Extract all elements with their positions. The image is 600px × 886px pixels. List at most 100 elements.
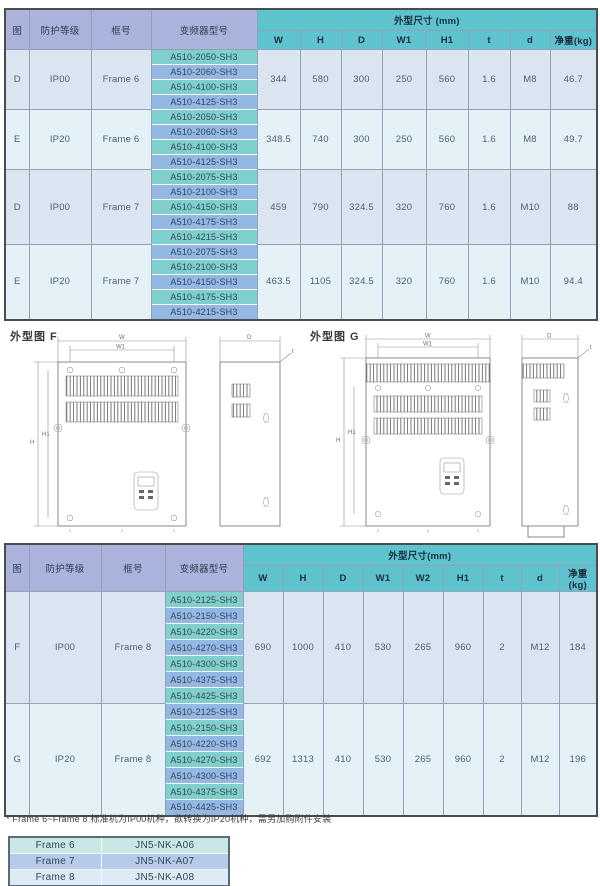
model-cell: A510-4215-SH3 (150, 304, 258, 320)
header-fig: 图 (4, 543, 30, 592)
header-dim-5: t (467, 30, 511, 50)
accessory-part-cell: JN5-NK-A07 (100, 853, 230, 870)
header-dim-6: d (509, 30, 551, 50)
dim-value-cell-5: 960 (442, 591, 484, 704)
model-cell: A510-4125-SH3 (150, 94, 258, 110)
header-dim-1: H (282, 565, 324, 592)
model-cell: A510-4270-SH3 (164, 639, 244, 656)
protection-cell: IP20 (28, 109, 92, 170)
dim-value-cell-6: M8 (509, 109, 551, 170)
figure-cell: D (4, 169, 30, 245)
table-row: E IP20 Frame 6 A510-2050-SH3 348.5 740 300 250 5… (4, 109, 598, 170)
model-cell: A510-2100-SH3 (150, 259, 258, 275)
accessory-row: Frame 6 JN5-NK-A06 (8, 836, 230, 854)
model-cell: A510-4300-SH3 (164, 767, 244, 784)
header-model: 变频器型号 (150, 8, 258, 50)
dim-value-cell-1: 1313 (282, 703, 324, 816)
accessory-row: Frame 8 JN5-NK-A08 (8, 869, 230, 886)
frame-cell: Frame 6 (90, 109, 152, 170)
dim-value-cell-6: M8 (509, 49, 551, 110)
dim-value-cell-8: 196 (558, 703, 598, 816)
dim-value-cell-4: 265 (402, 591, 444, 704)
header-dim-3: W1 (381, 30, 427, 50)
header-model: 变频器型号 (164, 543, 244, 592)
model-cell: A510-2100-SH3 (150, 184, 258, 200)
outline-drawing-g: 外型图 G W W1 (304, 320, 600, 538)
drawing-g-keypad (439, 457, 465, 495)
model-cell: A510-4215-SH3 (150, 229, 258, 245)
dim-value-cell-3: 530 (362, 591, 404, 704)
figure-cell: D (4, 49, 30, 110)
protection-cell: IP00 (28, 591, 102, 704)
dim-value-cell-4: 560 (425, 109, 469, 170)
dim-value-cell-0: 348.5 (256, 109, 301, 170)
model-cell: A510-2150-SH3 (164, 607, 244, 624)
dim-value-cell-1: 740 (299, 109, 342, 170)
dim-value-cell-2: 410 (322, 703, 364, 816)
dim-value-cell-2: 324.5 (340, 244, 383, 320)
dim-value-cell-3: 250 (381, 49, 427, 110)
header-dim-2: D (340, 30, 383, 50)
header-frame: 框号 (90, 8, 152, 50)
protection-cell: IP00 (28, 169, 92, 245)
model-cell: A510-4125-SH3 (150, 154, 258, 170)
table-row: F IP00 Frame 8 A510-2125-SH3 690 1000 410 530 26… (4, 591, 598, 704)
model-cell: A510-2125-SH3 (164, 591, 244, 608)
dim-value-cell-8: 184 (558, 591, 598, 704)
header-dim-5: H1 (442, 565, 484, 592)
drawing-f-side-view: D t (219, 335, 294, 527)
dim-value-cell-3: 320 (381, 169, 427, 245)
model-cell: A510-2125-SH3 (164, 703, 244, 720)
header-frame: 框号 (100, 543, 166, 592)
svg-text:t: t (292, 349, 294, 355)
dim-value-cell-6: M10 (509, 244, 551, 320)
model-cell: A510-4150-SH3 (150, 274, 258, 290)
dim-value-cell-2: 300 (340, 109, 383, 170)
header-dim-0: W (256, 30, 301, 50)
model-cell: A510-4375-SH3 (164, 783, 244, 800)
header-dimensions-title: 外型尺寸 (mm) (256, 8, 598, 31)
svg-text:D: D (247, 335, 252, 341)
model-cell: A510-2050-SH3 (150, 49, 258, 65)
dim-value-cell-1: 790 (299, 169, 342, 245)
dim-value-cell-5: 1.6 (467, 244, 511, 320)
header-dim-4: H1 (425, 30, 469, 50)
accessory-part-cell: JN5-NK-A06 (100, 836, 230, 854)
drawing-f-front-view: W W1 H H1 (30, 335, 191, 532)
figure-cell: G (4, 703, 30, 816)
protection-cell: IP20 (28, 244, 92, 320)
model-cell: A510-2060-SH3 (150, 64, 258, 80)
header-dim-7: d (520, 565, 560, 592)
dimension-table-frame8: 图防护等级 框号 变频器型号 外型尺寸(mm) W H D W1 W2 H1 t d 净重(kg) F IP… (4, 543, 599, 817)
table-row: D IP00 Frame 6 A510-2050-SH3 344 580 300 250 560… (4, 49, 598, 110)
drawing-g-side-view: D t (521, 334, 592, 538)
accessory-part-cell: JN5-NK-A08 (100, 869, 230, 886)
svg-text:H1: H1 (42, 432, 50, 438)
model-cell: A510-4300-SH3 (164, 655, 244, 672)
model-cell: A510-4220-SH3 (164, 735, 244, 752)
dim-value-cell-5: 960 (442, 703, 484, 816)
model-cell: A510-4175-SH3 (150, 214, 258, 230)
dim-value-cell-3: 250 (381, 109, 427, 170)
model-cell: A510-4100-SH3 (150, 79, 258, 95)
model-cell: A510-4270-SH3 (164, 751, 244, 768)
dim-value-cell-0: 463.5 (256, 244, 301, 320)
dim-value-cell-3: 530 (362, 703, 404, 816)
frame-cell: Frame 8 (100, 703, 166, 816)
dim-value-cell-7: M12 (520, 703, 560, 816)
model-cell: A510-2060-SH3 (150, 124, 258, 140)
drawing-f-keypad (133, 471, 159, 511)
frame-cell: Frame 7 (90, 244, 152, 320)
header-protection: 防护等级 (28, 543, 102, 592)
header-dim-2: D (322, 565, 364, 592)
dim-value-cell-5: 1.6 (467, 109, 511, 170)
header-dim-7: 净重(kg) (549, 30, 598, 50)
protection-cell: IP20 (28, 703, 102, 816)
accessory-frame-cell: Frame 8 (8, 869, 102, 886)
dim-value-cell-7: M12 (520, 591, 560, 704)
dim-value-cell-2: 324.5 (340, 169, 383, 245)
frame-cell: Frame 8 (100, 591, 166, 704)
dim-value-cell-5: 1.6 (467, 49, 511, 110)
dim-value-cell-2: 410 (322, 591, 364, 704)
